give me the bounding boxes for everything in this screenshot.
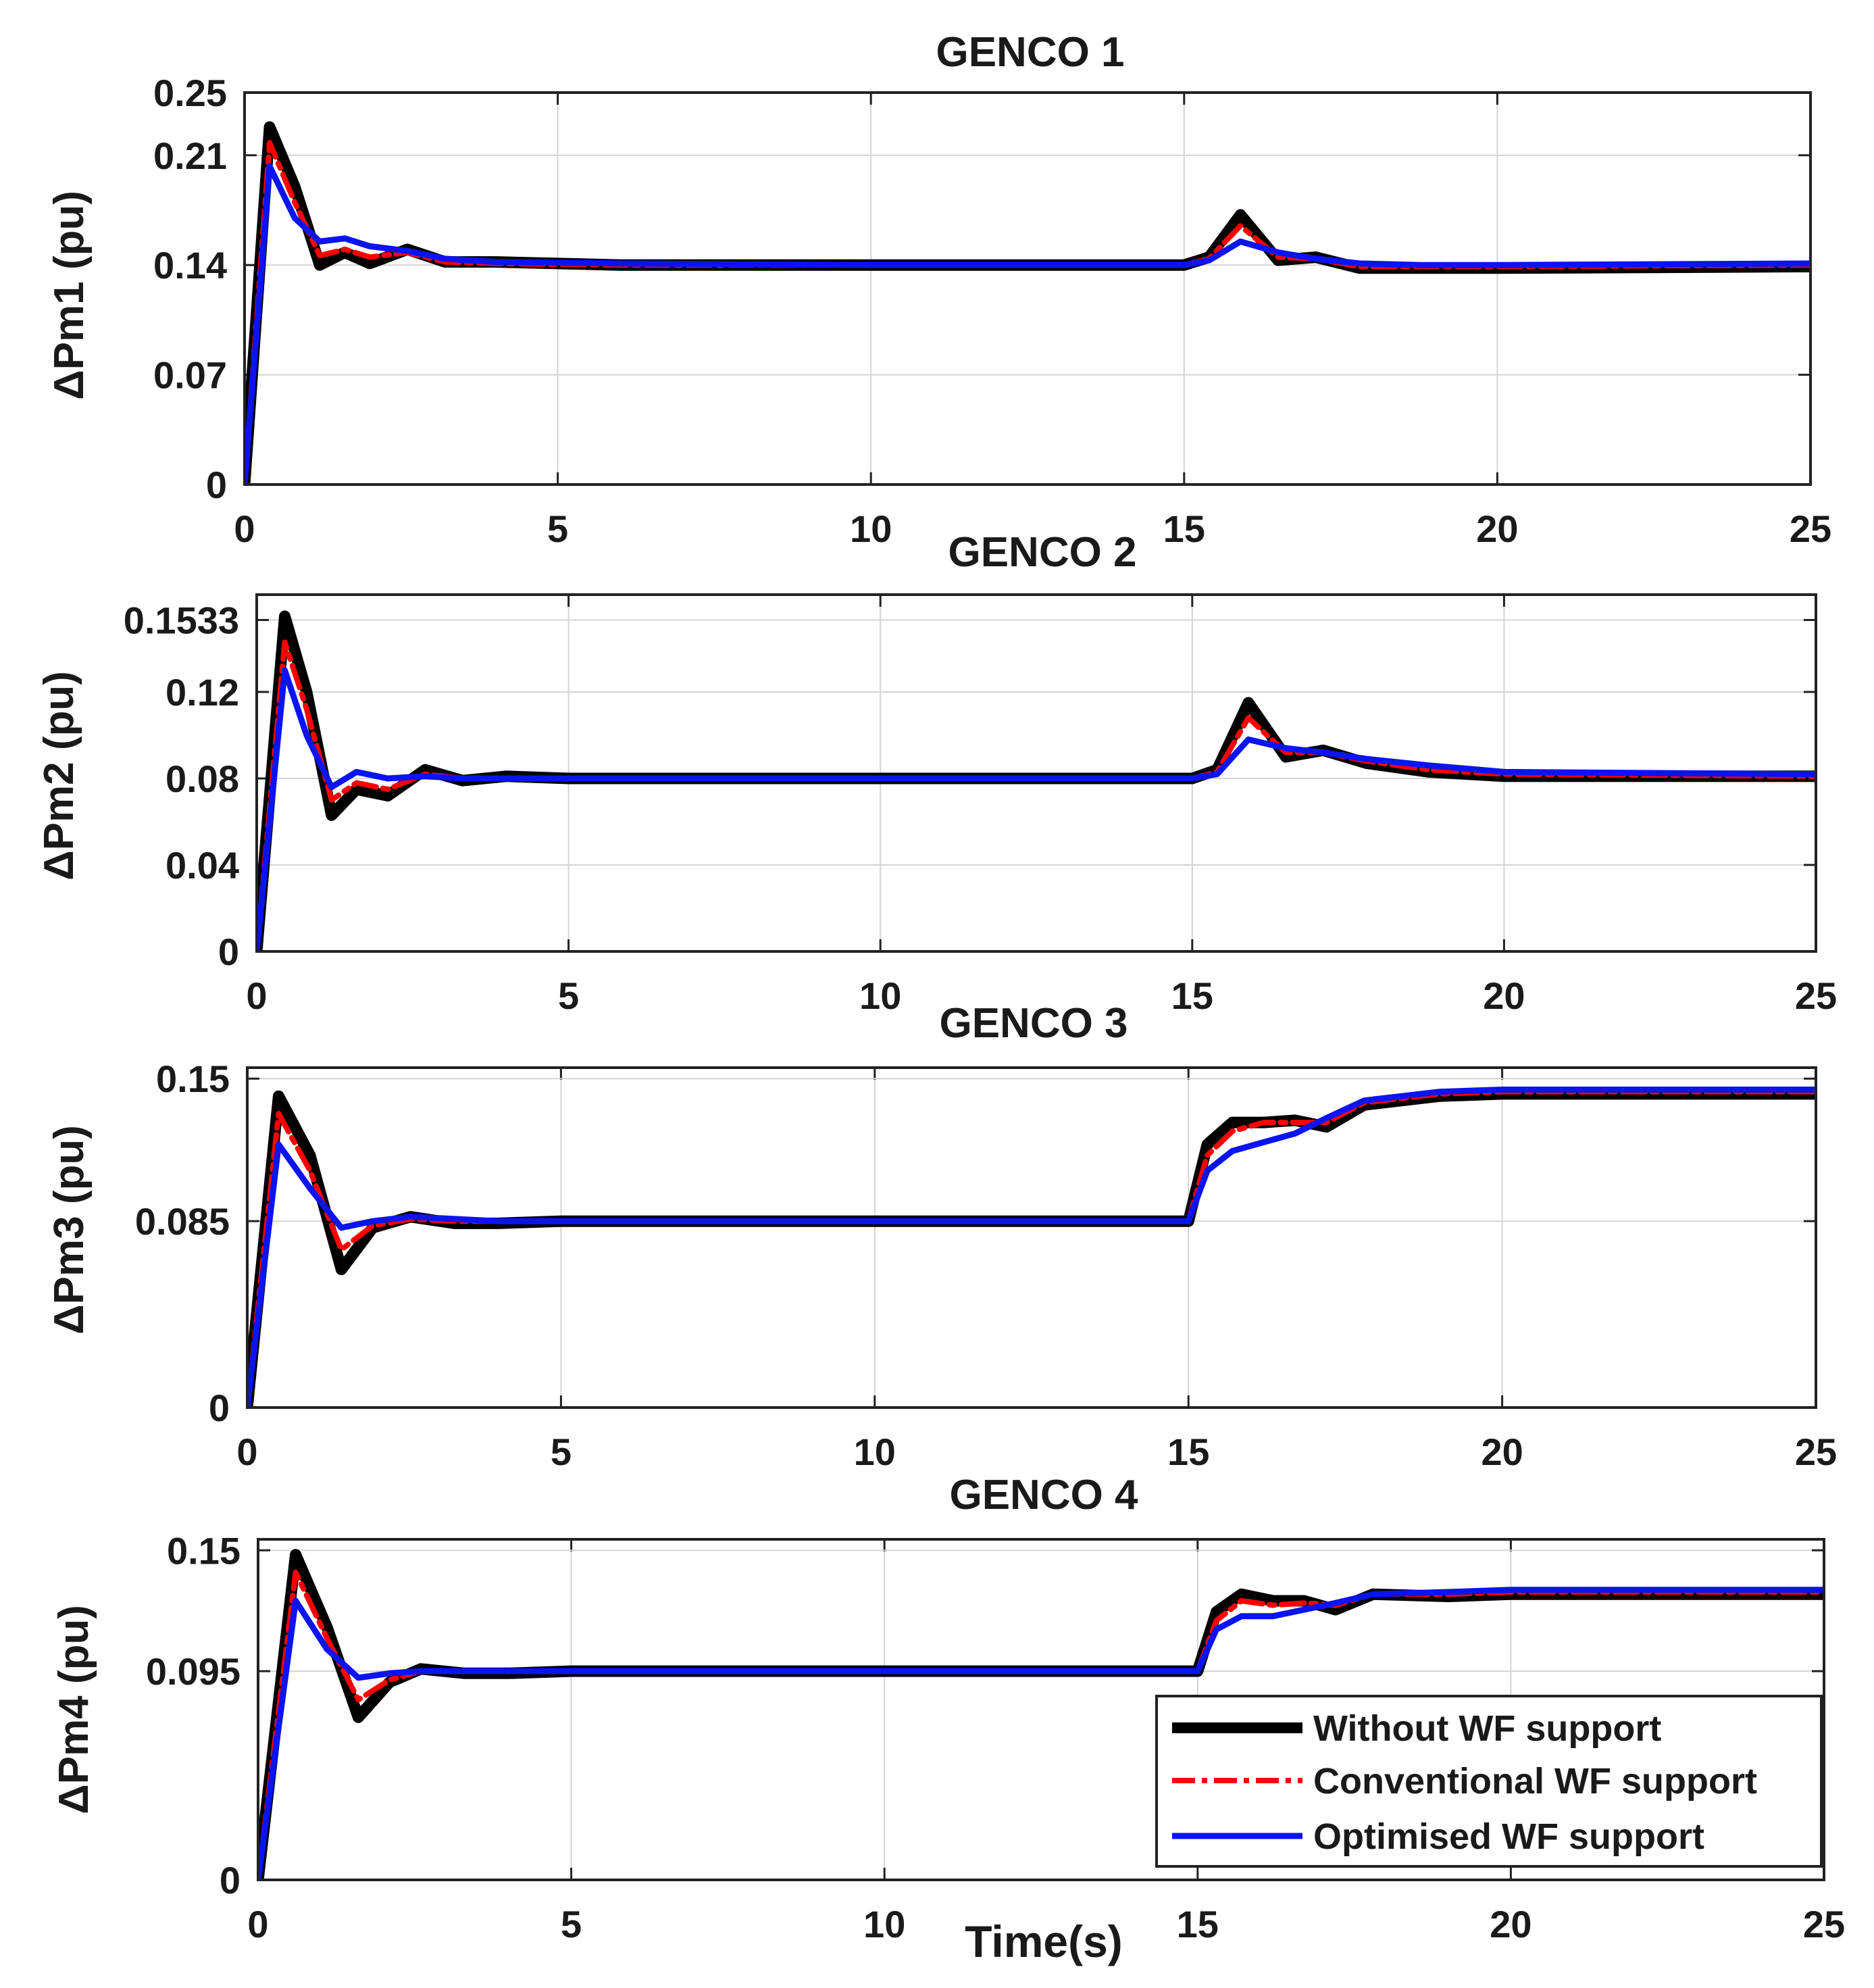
y-tick-label: 0.21: [153, 134, 227, 177]
plot-frame: [257, 1538, 1825, 1881]
x-tick-label: 20: [1490, 1903, 1531, 1945]
plot-area-3: 0 5 10 15 20 25 0 0.085 0.15: [135, 1058, 1837, 1473]
x-tick-label: 15: [1177, 1903, 1219, 1945]
y-tick-label: 0.15: [156, 1058, 230, 1100]
y-tick-label: 0.08: [166, 757, 239, 800]
panel-genco-2: GENCO 2 ΔPm2 (pu): [36, 529, 1137, 880]
plot-frame: [255, 593, 1817, 953]
y-tick-label: 0.12: [166, 671, 239, 714]
y-tick-label: 0.07: [153, 354, 227, 397]
panel-title: GENCO 1: [936, 29, 1124, 76]
plot-frame: [243, 91, 1812, 486]
x-tick-label: 10: [854, 1431, 896, 1473]
x-tick-label: 25: [1795, 1431, 1837, 1473]
plot-area-2: 0 5 10 15 20 25 0 0.04 0.08 0.12 0.1533: [124, 593, 1837, 1017]
y-axis-label: ΔPm2 (pu): [36, 671, 82, 880]
legend-label-conventional: Conventional WF support: [1313, 1761, 1757, 1801]
x-tick-label: 0: [247, 1903, 268, 1945]
x-tick-label: 5: [561, 1903, 582, 1945]
x-tick-label: 0: [234, 507, 255, 550]
x-tick-label: 15: [1163, 507, 1205, 550]
y-tick-label: 0.25: [153, 72, 227, 114]
legend-label-without: Without WF support: [1313, 1708, 1661, 1749]
y-tick-label: 0: [218, 930, 239, 973]
x-tick-label: 15: [1167, 1431, 1209, 1473]
panel-title: GENCO 2: [948, 529, 1136, 576]
series-line-optimised: [257, 667, 1816, 951]
legend-label-optimised: Optimised WF support: [1313, 1816, 1704, 1857]
y-tick-label: 0: [206, 464, 227, 506]
x-tick-label: 5: [558, 974, 579, 1017]
x-tick-label: 15: [1171, 974, 1213, 1017]
y-axis-label: ΔPm1 (pu): [46, 191, 93, 400]
panel-genco-4: GENCO 4 ΔPm4 (pu): [51, 1472, 1138, 1814]
x-tick-label: 25: [1795, 974, 1837, 1017]
panel-title: GENCO 3: [939, 1000, 1128, 1047]
x-axis-label: Time(s): [965, 1916, 1123, 1966]
y-tick-label: 0.04: [166, 844, 239, 887]
x-tick-label: 25: [1803, 1903, 1845, 1945]
legend: Without WF support Conventional WF suppo…: [1155, 1695, 1823, 1868]
y-tick-label: 0: [209, 1387, 230, 1429]
y-axis-label: ΔPm3 (pu): [46, 1125, 93, 1335]
x-tick-label: 25: [1790, 507, 1831, 550]
series-line-optimised: [247, 1087, 1816, 1408]
series-line-optimised: [245, 163, 1810, 484]
plot-background: [245, 93, 1810, 484]
x-tick-label: 20: [1481, 1431, 1523, 1473]
x-tick-label: 10: [850, 507, 892, 550]
x-tick-label: 10: [863, 1903, 905, 1945]
panel-genco-1: GENCO 1 ΔPm1 (pu): [46, 29, 1125, 400]
x-tick-label: 20: [1483, 974, 1525, 1017]
x-tick-label: 0: [236, 1431, 257, 1473]
x-tick-label: 20: [1476, 507, 1518, 550]
y-tick-label: 0.14: [153, 244, 227, 287]
x-tick-label: 5: [551, 1431, 572, 1473]
panel-genco-3: GENCO 3 ΔPm3 (pu): [46, 1000, 1128, 1335]
plot-area-1: 0 5 10 15 20 25 0 0.07 0.14 0.21 0.25: [153, 72, 1831, 550]
y-tick-label: 0: [220, 1859, 240, 1902]
plot-background: [247, 1068, 1816, 1408]
y-tick-label: 0.1533: [124, 599, 239, 641]
y-tick-label: 0.085: [135, 1200, 230, 1243]
x-tick-label: 5: [547, 507, 568, 550]
y-tick-label: 0.095: [146, 1650, 240, 1693]
x-tick-label: 0: [246, 974, 267, 1017]
series-line-optimised: [258, 1587, 1824, 1880]
y-axis-label: ΔPm4 (pu): [51, 1605, 97, 1814]
y-tick-label: 0.15: [167, 1529, 240, 1572]
x-tick-label: 10: [859, 974, 901, 1017]
panel-title: GENCO 4: [949, 1472, 1138, 1518]
plot-frame: [246, 1066, 1817, 1409]
